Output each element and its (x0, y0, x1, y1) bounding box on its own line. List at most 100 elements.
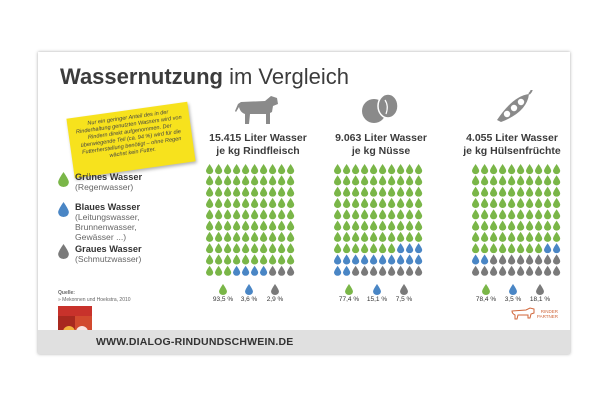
green-drop-mark (215, 243, 223, 254)
green-drop-mark (517, 175, 525, 186)
green-drop-mark (242, 220, 250, 231)
green-drop-mark (224, 175, 232, 186)
blue-drop-mark (334, 254, 342, 265)
green-drop-mark (544, 175, 552, 186)
green-drop-mark (343, 197, 351, 208)
green-drop-mark (526, 186, 534, 197)
green-drop-mark (553, 197, 561, 208)
green-drop-mark (206, 186, 214, 197)
green-drop-mark (251, 209, 259, 220)
green-drop-mark (206, 220, 214, 231)
green-drop-mark (287, 197, 295, 208)
grey-drop-mark (526, 254, 534, 265)
green-drop-mark (260, 220, 268, 231)
column-heading-line2: je kg Nüsse (351, 145, 411, 157)
grey-drop-mark (517, 265, 525, 276)
green-drop-mark (415, 209, 423, 220)
green-drop-mark (526, 175, 534, 186)
green-drop-mark (406, 231, 414, 242)
source-label: Quelle: (58, 290, 75, 296)
green-drop-mark (352, 186, 360, 197)
green-drop-mark (334, 220, 342, 231)
blue-drop-mark (481, 254, 489, 265)
green-drop-mark (370, 175, 378, 186)
green-drop-mark (352, 209, 360, 220)
green-drop-mark (242, 175, 250, 186)
legend-label: Grünes Wasser (75, 172, 143, 182)
legend-label: Blaues Wasser (75, 202, 141, 212)
green-drop-mark (260, 164, 268, 175)
grey-drop-mark (352, 265, 360, 276)
green-drop-mark (206, 243, 214, 254)
green-drop-mark (233, 220, 241, 231)
green-drop-mark (278, 209, 286, 220)
green-drop-mark (526, 197, 534, 208)
grey-drop-mark (499, 265, 507, 276)
green-drop-mark (352, 197, 360, 208)
green-drop-mark (242, 186, 250, 197)
green-drop-mark (269, 164, 277, 175)
green-drop-mark (397, 231, 405, 242)
blue-drop-mark (242, 265, 250, 276)
blue-drop-mark (352, 254, 360, 265)
grey-drop-mark (287, 265, 295, 276)
blue-drop-mark (472, 254, 480, 265)
green-drop-mark (379, 243, 387, 254)
partner-line2: PARTNER (536, 314, 558, 319)
green-drop-mark (251, 243, 259, 254)
green-drop-mark (251, 231, 259, 242)
green-drop-mark (343, 186, 351, 197)
green-drop-mark (233, 209, 241, 220)
green-drop-mark (206, 254, 214, 265)
green-drop-mark (481, 186, 489, 197)
partner-logo: RINDER PARTNER (510, 307, 558, 321)
green-drop-mark (508, 186, 516, 197)
green-drop-mark (215, 231, 223, 242)
green-drop-mark (260, 243, 268, 254)
blue-drop-mark (406, 243, 414, 254)
green-drop-mark (526, 164, 534, 175)
share-grey: 18,1 % (529, 296, 551, 303)
green-drop-mark (379, 175, 387, 186)
green-drop-mark (206, 175, 214, 186)
green-drop-mark (287, 209, 295, 220)
green-drop-mark (406, 209, 414, 220)
green-drop-mark (361, 243, 369, 254)
green-drop-mark (388, 231, 396, 242)
share-green: 78,4 % (475, 296, 497, 303)
blue-drop-mark (397, 254, 405, 265)
green-drop-mark (352, 164, 360, 175)
green-drop-mark (517, 243, 525, 254)
green-drop-mark (242, 243, 250, 254)
website-link[interactable]: WWW.DIALOG-RINDUNDSCHWEIN.DE (96, 336, 294, 348)
blue-drop-mark (544, 243, 552, 254)
green-drop-mark (481, 175, 489, 186)
green-drop-mark (370, 164, 378, 175)
green-drop-mark (406, 220, 414, 231)
green-drop-mark (361, 175, 369, 186)
green-drop-mark (260, 186, 268, 197)
green-drop-mark (370, 209, 378, 220)
green-drop-mark (361, 164, 369, 175)
green-drop-mark (287, 186, 295, 197)
grey-drop-mark (553, 265, 561, 276)
green-drop-mark (415, 164, 423, 175)
green-drop-mark (251, 254, 259, 265)
grey-drop-icon (271, 284, 279, 295)
green-drop-mark (361, 186, 369, 197)
green-drop-mark (406, 175, 414, 186)
green-drop-mark (481, 243, 489, 254)
green-drop-mark (508, 243, 516, 254)
green-drop-mark (535, 243, 543, 254)
green-drop-mark (526, 231, 534, 242)
green-drop-mark (472, 175, 480, 186)
grey-drop-mark (553, 254, 561, 265)
green-drop-mark (224, 231, 232, 242)
green-drop-mark (415, 186, 423, 197)
green-drop-mark (490, 209, 498, 220)
grey-drop-icon (400, 284, 408, 295)
green-drop-mark (215, 220, 223, 231)
green-drop-mark (224, 220, 232, 231)
blue-drop-icon (245, 284, 253, 295)
green-drop-mark (224, 197, 232, 208)
